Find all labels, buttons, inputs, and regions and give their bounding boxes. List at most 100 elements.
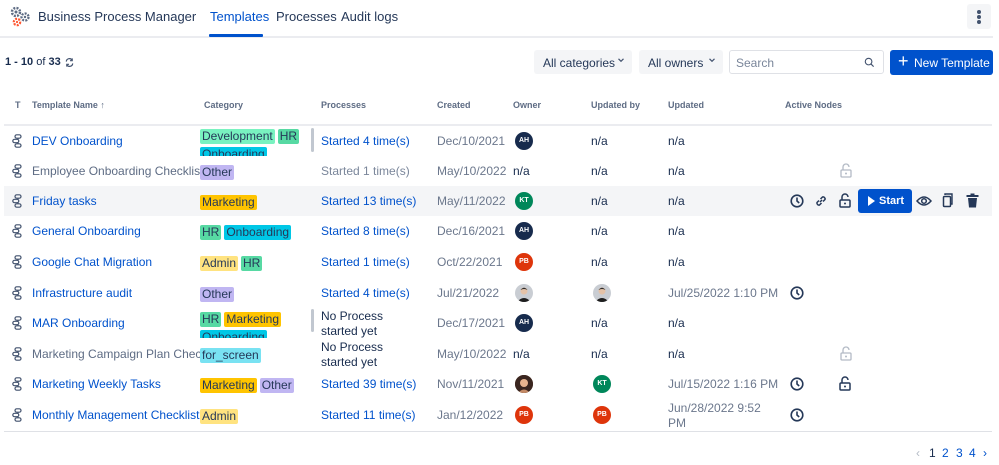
category-scrollbar[interactable] xyxy=(311,128,314,152)
template-name-link[interactable]: Marketing Campaign Plan Chec... xyxy=(32,347,212,361)
link-icon[interactable] xyxy=(814,194,828,208)
table-row[interactable]: Google Chat Migration Admin HR Started 1 … xyxy=(4,247,992,277)
unlock-icon[interactable] xyxy=(840,163,852,178)
updated-date: n/a xyxy=(668,194,685,208)
template-name-link[interactable]: Friday tasks xyxy=(32,194,97,208)
table-row[interactable]: Monthly Management Checklist Admin Start… xyxy=(4,400,992,430)
owner-avatar[interactable]: AH xyxy=(515,314,533,332)
updated-date: n/a xyxy=(668,347,685,361)
category-tag: HR xyxy=(200,312,222,327)
owner-avatar-photo[interactable] xyxy=(515,375,533,393)
owner-avatar[interactable]: AH xyxy=(515,132,533,150)
category-tags: Other xyxy=(200,285,310,303)
column-header-active-nodes[interactable]: Active Nodes xyxy=(785,100,843,110)
search-input[interactable] xyxy=(736,56,856,70)
categories-filter-dropdown[interactable]: All categories xyxy=(534,50,632,74)
page-2-button[interactable]: 2 xyxy=(942,446,949,460)
more-vertical-icon xyxy=(977,10,981,14)
owner-avatar[interactable]: KT xyxy=(515,192,533,210)
updated-date: n/a xyxy=(668,255,685,269)
table-row[interactable]: Marketing Campaign Plan Chec... for_scre… xyxy=(4,339,992,369)
unlock-icon[interactable] xyxy=(839,376,851,391)
category-tags: Marketing Other xyxy=(200,376,320,394)
history-clock-icon[interactable] xyxy=(790,194,804,208)
updated-by: n/a xyxy=(591,134,608,148)
updated-by: n/a xyxy=(591,316,608,330)
column-header-template-name[interactable]: Template Name ↑ xyxy=(32,100,105,110)
copy-icon[interactable] xyxy=(942,193,954,208)
template-name-link[interactable]: Employee Onboarding Checklist xyxy=(32,164,204,178)
template-name-link[interactable]: MAR Onboarding xyxy=(32,316,125,330)
created-date: May/11/2022 xyxy=(437,194,506,208)
owner-avatar[interactable]: AH xyxy=(515,222,533,240)
processes-link[interactable]: Started 8 time(s) xyxy=(321,224,410,238)
processes-link[interactable]: Started 39 time(s) xyxy=(321,377,417,391)
new-template-button[interactable]: + New Template xyxy=(890,50,993,75)
start-button[interactable]: Start xyxy=(858,189,912,213)
category-tag: Other xyxy=(259,378,294,393)
processes-link[interactable]: Started 11 time(s) xyxy=(321,408,416,422)
column-header-updated[interactable]: Updated xyxy=(668,100,704,110)
template-icon xyxy=(12,347,22,361)
processes-link[interactable]: Started 4 time(s) xyxy=(321,134,410,148)
page-1-button[interactable]: 1 xyxy=(929,446,936,460)
unlock-icon[interactable] xyxy=(839,193,851,208)
prev-page-button[interactable]: ‹ xyxy=(916,446,920,460)
category-tag: HR xyxy=(200,225,222,240)
template-name-link[interactable]: DEV Onboarding xyxy=(32,134,123,148)
search-icon[interactable] xyxy=(864,57,875,68)
template-name-link[interactable]: Google Chat Migration xyxy=(32,255,153,269)
column-header-processes[interactable]: Processes xyxy=(321,100,367,110)
table-row[interactable]: Marketing Weekly Tasks Marketing Other St… xyxy=(4,369,992,399)
table-row[interactable]: MAR Onboarding HR Marketing Onboarding No … xyxy=(4,308,992,338)
category-scrollbar[interactable] xyxy=(311,309,314,332)
processes-link[interactable]: Started 1 time(s) xyxy=(321,164,410,178)
table-row[interactable]: DEV Onboarding Development HR Onboarding S… xyxy=(4,126,992,156)
column-header-owner[interactable]: Owner xyxy=(513,100,542,110)
tab-processes[interactable]: Processes xyxy=(276,9,337,24)
table-row[interactable]: Infrastructure audit Other Started 4 tim… xyxy=(4,278,992,308)
history-clock-icon[interactable] xyxy=(790,408,804,422)
history-clock-icon[interactable] xyxy=(790,377,804,391)
processes-link[interactable]: Started 1 time(s) xyxy=(321,255,410,269)
owner-avatar-photo[interactable] xyxy=(515,284,533,302)
column-header-updated-by[interactable]: Updated by xyxy=(591,100,641,110)
next-page-button[interactable]: › xyxy=(983,446,987,460)
template-name-link[interactable]: General Onboarding xyxy=(32,224,141,238)
tab-templates[interactable]: Templates xyxy=(210,9,270,24)
updated-by-avatar[interactable]: PB xyxy=(593,406,611,424)
view-eye-icon[interactable] xyxy=(916,194,932,208)
processes-text: No Process started yet xyxy=(321,309,384,338)
created-date: May/10/2022 xyxy=(437,347,507,361)
updated-by: n/a xyxy=(591,347,608,361)
category-tag: Marketing xyxy=(200,378,257,393)
template-name-link[interactable]: Marketing Weekly Tasks xyxy=(32,377,161,391)
table-row[interactable]: Employee Onboarding Checklist Other Star… xyxy=(4,156,992,186)
template-name-link[interactable]: Monthly Management Checklist xyxy=(32,408,200,422)
category-tag: Development xyxy=(200,129,275,144)
processes-link[interactable]: Started 13 time(s) xyxy=(321,194,417,208)
table-row[interactable]: Friday tasks Marketing Started 13 time(s… xyxy=(4,186,992,216)
column-header-category[interactable]: Category xyxy=(204,100,244,110)
page-3-button[interactable]: 3 xyxy=(956,446,963,460)
template-name-link[interactable]: Infrastructure audit xyxy=(32,286,133,300)
page-4-button[interactable]: 4 xyxy=(969,446,976,460)
updated-by-avatar-photo[interactable] xyxy=(593,284,611,302)
owner-avatar[interactable]: PB xyxy=(515,253,533,271)
updated-by-avatar[interactable]: KT xyxy=(593,375,611,393)
category-tag: HR xyxy=(277,129,300,144)
category-tag: for_screen xyxy=(200,348,261,363)
owners-filter-dropdown[interactable]: All owners xyxy=(639,50,723,74)
refresh-icon[interactable] xyxy=(64,57,75,68)
more-menu-button[interactable] xyxy=(967,4,991,29)
template-icon xyxy=(12,134,22,148)
unlock-icon[interactable] xyxy=(840,346,852,361)
tab-audit-logs[interactable]: Audit logs xyxy=(341,9,399,24)
processes-link[interactable]: Started 4 time(s) xyxy=(321,286,410,300)
column-header-created[interactable]: Created xyxy=(437,100,471,110)
table-row[interactable]: General Onboarding HR Onboarding Started … xyxy=(4,216,992,246)
owner-avatar[interactable]: PB xyxy=(515,406,533,424)
history-clock-icon[interactable] xyxy=(790,286,804,300)
trash-icon[interactable] xyxy=(966,193,979,208)
column-header-type[interactable]: T xyxy=(15,100,21,110)
